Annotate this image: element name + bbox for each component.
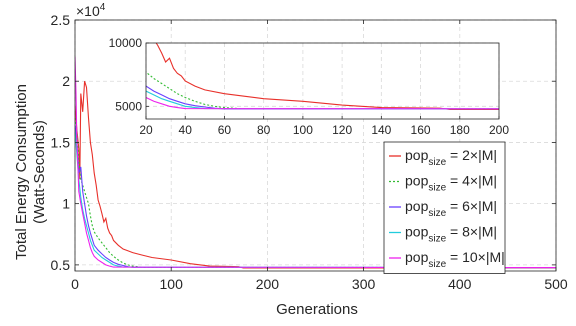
inset-x-tick-label-6: 140 [371, 123, 391, 137]
legend-base-1: pop [405, 147, 429, 163]
y-tick-label-4: 2.5 [51, 12, 71, 28]
x-tick-label-0: 0 [71, 276, 79, 292]
y-axis-exponent: ×104 [76, 2, 106, 19]
legend-base-2: pop [405, 173, 429, 189]
legend-base-3: pop [405, 198, 429, 214]
legend-eq-5: = 10×|M| [446, 249, 505, 265]
legend-sub-1: size [428, 157, 446, 168]
series-line-3 [75, 124, 556, 269]
inset-x-tick-label-9: 200 [489, 123, 509, 137]
x-tick-label-4: 400 [448, 276, 472, 292]
inset-x-tick-label-8: 180 [450, 123, 470, 137]
plot-frame [74, 19, 557, 272]
legend-base-5: pop [405, 249, 429, 265]
inset-series-layer [146, 43, 499, 111]
inset-x-tick-label-5: 120 [332, 123, 352, 137]
main-axes: 0 100 200 300 400 500 0.5 1 1.5 2 2.5 [51, 12, 568, 292]
inset-x-tick-label-1: 40 [179, 123, 193, 137]
y-axis-label-line2: (Watt-Seconds) [31, 120, 48, 224]
legend-label-1: popsize = 2×|M| [405, 147, 497, 168]
inset-x-tick-label-7: 160 [411, 123, 431, 137]
legend-eq-4: = 8×|M| [446, 224, 497, 240]
x-tick-label-1: 100 [160, 276, 184, 292]
legend-label-4: popsize = 8×|M| [405, 224, 497, 245]
legend-label-5: popsize = 10×|M| [405, 249, 505, 270]
inset-y-tick-label-1: 10000 [109, 36, 143, 50]
y-tick-label-2: 1.5 [51, 134, 71, 150]
inset-series-line-3 [146, 85, 499, 110]
inset-frame [145, 42, 500, 120]
x-tick-label-2: 200 [256, 276, 280, 292]
series-line-5 [75, 56, 556, 269]
legend-eq-3: = 6×|M| [446, 198, 497, 214]
y-tick-label-3: 2 [62, 73, 70, 89]
inset-series-line-1 [155, 43, 499, 111]
y-axis-label-line1: Total Energy Consumption [13, 84, 30, 260]
inset-series-line-5 [146, 96, 499, 110]
inset-x-tick-label-0: 20 [139, 123, 153, 137]
legend-sub-4: size [428, 234, 446, 245]
x-axis-label: Generations [276, 301, 358, 318]
legend-sub-3: size [428, 208, 446, 219]
y-exponent-base: ×10 [76, 3, 100, 19]
legend-sub-2: size [428, 183, 446, 194]
inset-series-line-4 [146, 90, 499, 110]
legend-eq-2: = 4×|M| [446, 173, 497, 189]
legend: popsize = 2×|M|popsize = 4×|M|popsize = … [383, 141, 506, 274]
series-line-1 [75, 81, 556, 269]
legend-label-3: popsize = 6×|M| [405, 198, 497, 219]
inset-x-tick-label-2: 60 [218, 123, 232, 137]
x-tick-label-5: 500 [544, 276, 568, 292]
legend-base-4: pop [405, 224, 429, 240]
inset-x-tick-label-4: 100 [293, 123, 313, 137]
x-tick-label-3: 300 [352, 276, 376, 292]
legend-box [383, 141, 506, 274]
legend-label-2: popsize = 4×|M| [405, 173, 497, 194]
y-exponent-power: 4 [100, 2, 106, 13]
legend-sub-5: size [428, 259, 446, 270]
inset-y-tick-label-0: 5000 [115, 99, 142, 113]
main-series-layer [75, 56, 556, 269]
inset-x-tick-label-3: 80 [257, 123, 271, 137]
inset-plot: 20 40 60 80 100 120 140 160 180 200 5000 10000 [109, 36, 510, 137]
y-tick-label-1: 1 [62, 196, 70, 212]
series-line-4 [75, 130, 556, 269]
y-tick-label-0: 0.5 [51, 257, 71, 273]
legend-eq-1: = 2×|M| [446, 147, 497, 163]
